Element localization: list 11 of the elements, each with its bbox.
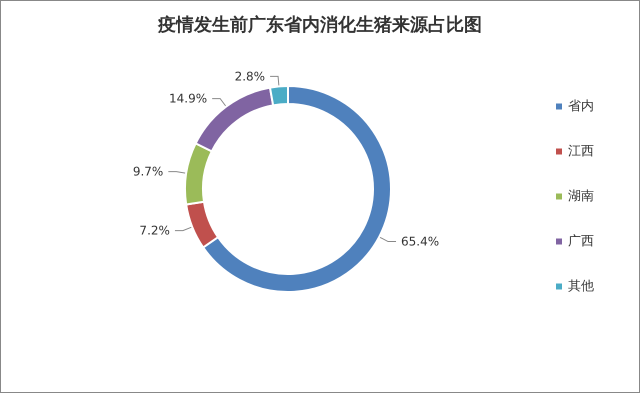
legend-label: 湖南	[568, 189, 594, 204]
data-label: 9.7%	[132, 164, 164, 179]
legend-label: 江西	[568, 144, 594, 159]
legend-label: 其他	[568, 279, 594, 294]
legend-label: 广西	[568, 234, 594, 249]
data-label: 14.9%	[169, 92, 208, 106]
legend-label: 省内	[568, 99, 594, 114]
data-label: 65.4%	[401, 234, 440, 249]
data-label: 2.8%	[234, 69, 266, 84]
data-label: 7.2%	[139, 224, 170, 238]
chart-title: 疫情发生前广东省内消化生猪来源占比图	[157, 14, 482, 36]
